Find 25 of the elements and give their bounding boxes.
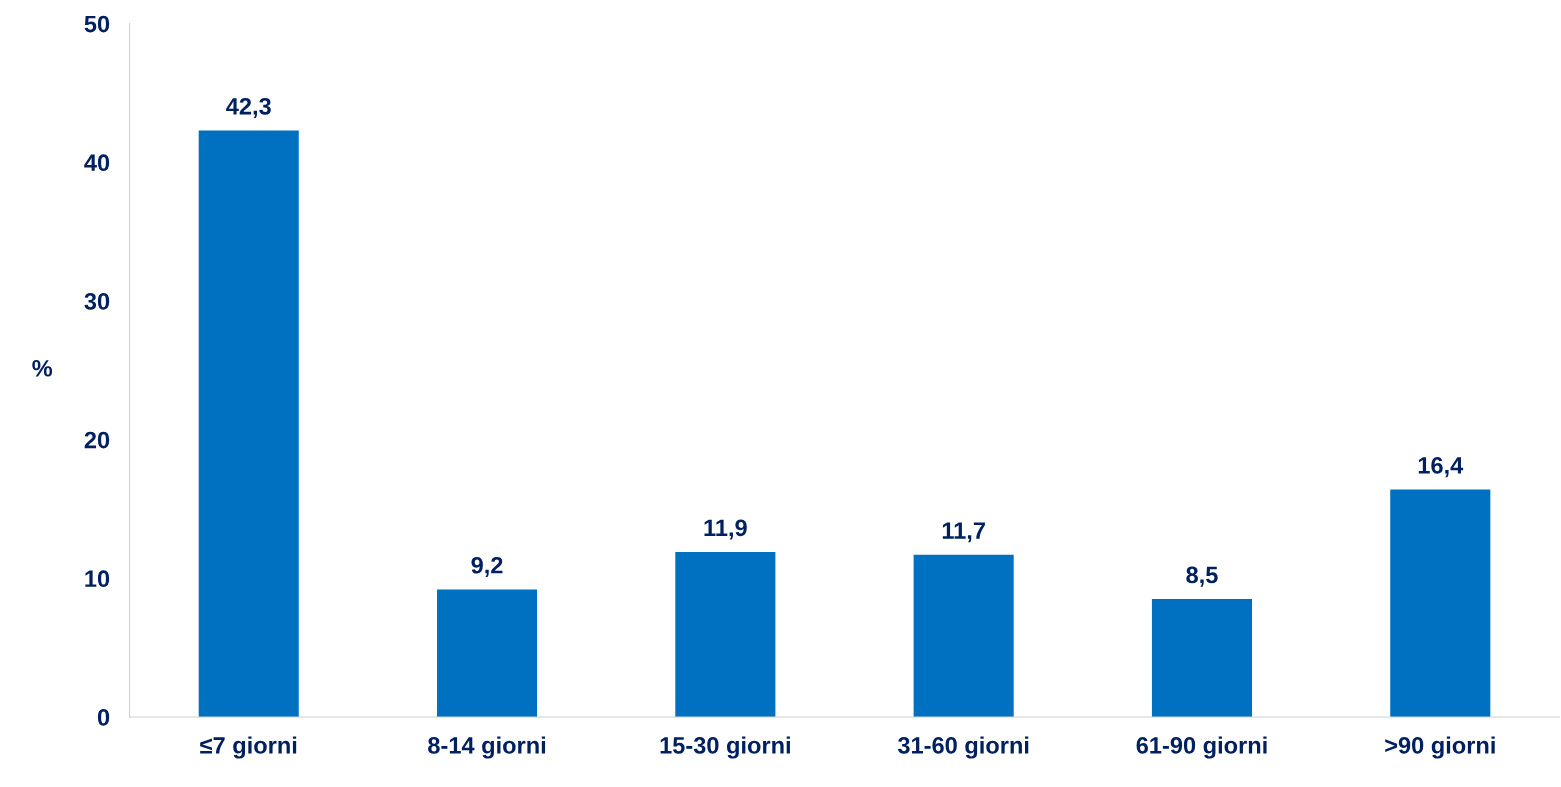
data-label: 9,2	[471, 556, 503, 578]
x-tick-label: >90 giorni	[1385, 736, 1495, 759]
data-label: 42,3	[226, 97, 271, 119]
bar	[198, 130, 299, 717]
y-tick-label: 0	[97, 709, 110, 726]
y-tick-label: 30	[84, 293, 110, 310]
y-tick-label: 50	[84, 15, 110, 33]
y-tick-label: 10	[85, 570, 110, 588]
bar	[675, 551, 776, 717]
y-tick-label: 20	[84, 431, 110, 449]
x-tick-label: 61-90 giorni	[1136, 736, 1267, 759]
bar	[1151, 599, 1253, 717]
bar	[436, 589, 538, 717]
data-label: 16,4	[1418, 457, 1464, 478]
x-tick-label: 8-14 giorni	[428, 736, 546, 759]
data-label: 8,5	[1186, 566, 1218, 587]
bar	[913, 554, 1014, 717]
y-axis-title: %	[32, 359, 53, 377]
y-tick-label: 40	[84, 154, 110, 172]
data-label: 11,9	[704, 519, 747, 540]
bar	[1390, 489, 1491, 717]
x-tick-label: 31-60 giorni	[897, 736, 1029, 759]
x-tick-label: ≤7 giorni	[200, 736, 297, 759]
x-tick-label: 15-30 giorni	[660, 736, 790, 759]
data-label: 11,7	[942, 522, 985, 543]
